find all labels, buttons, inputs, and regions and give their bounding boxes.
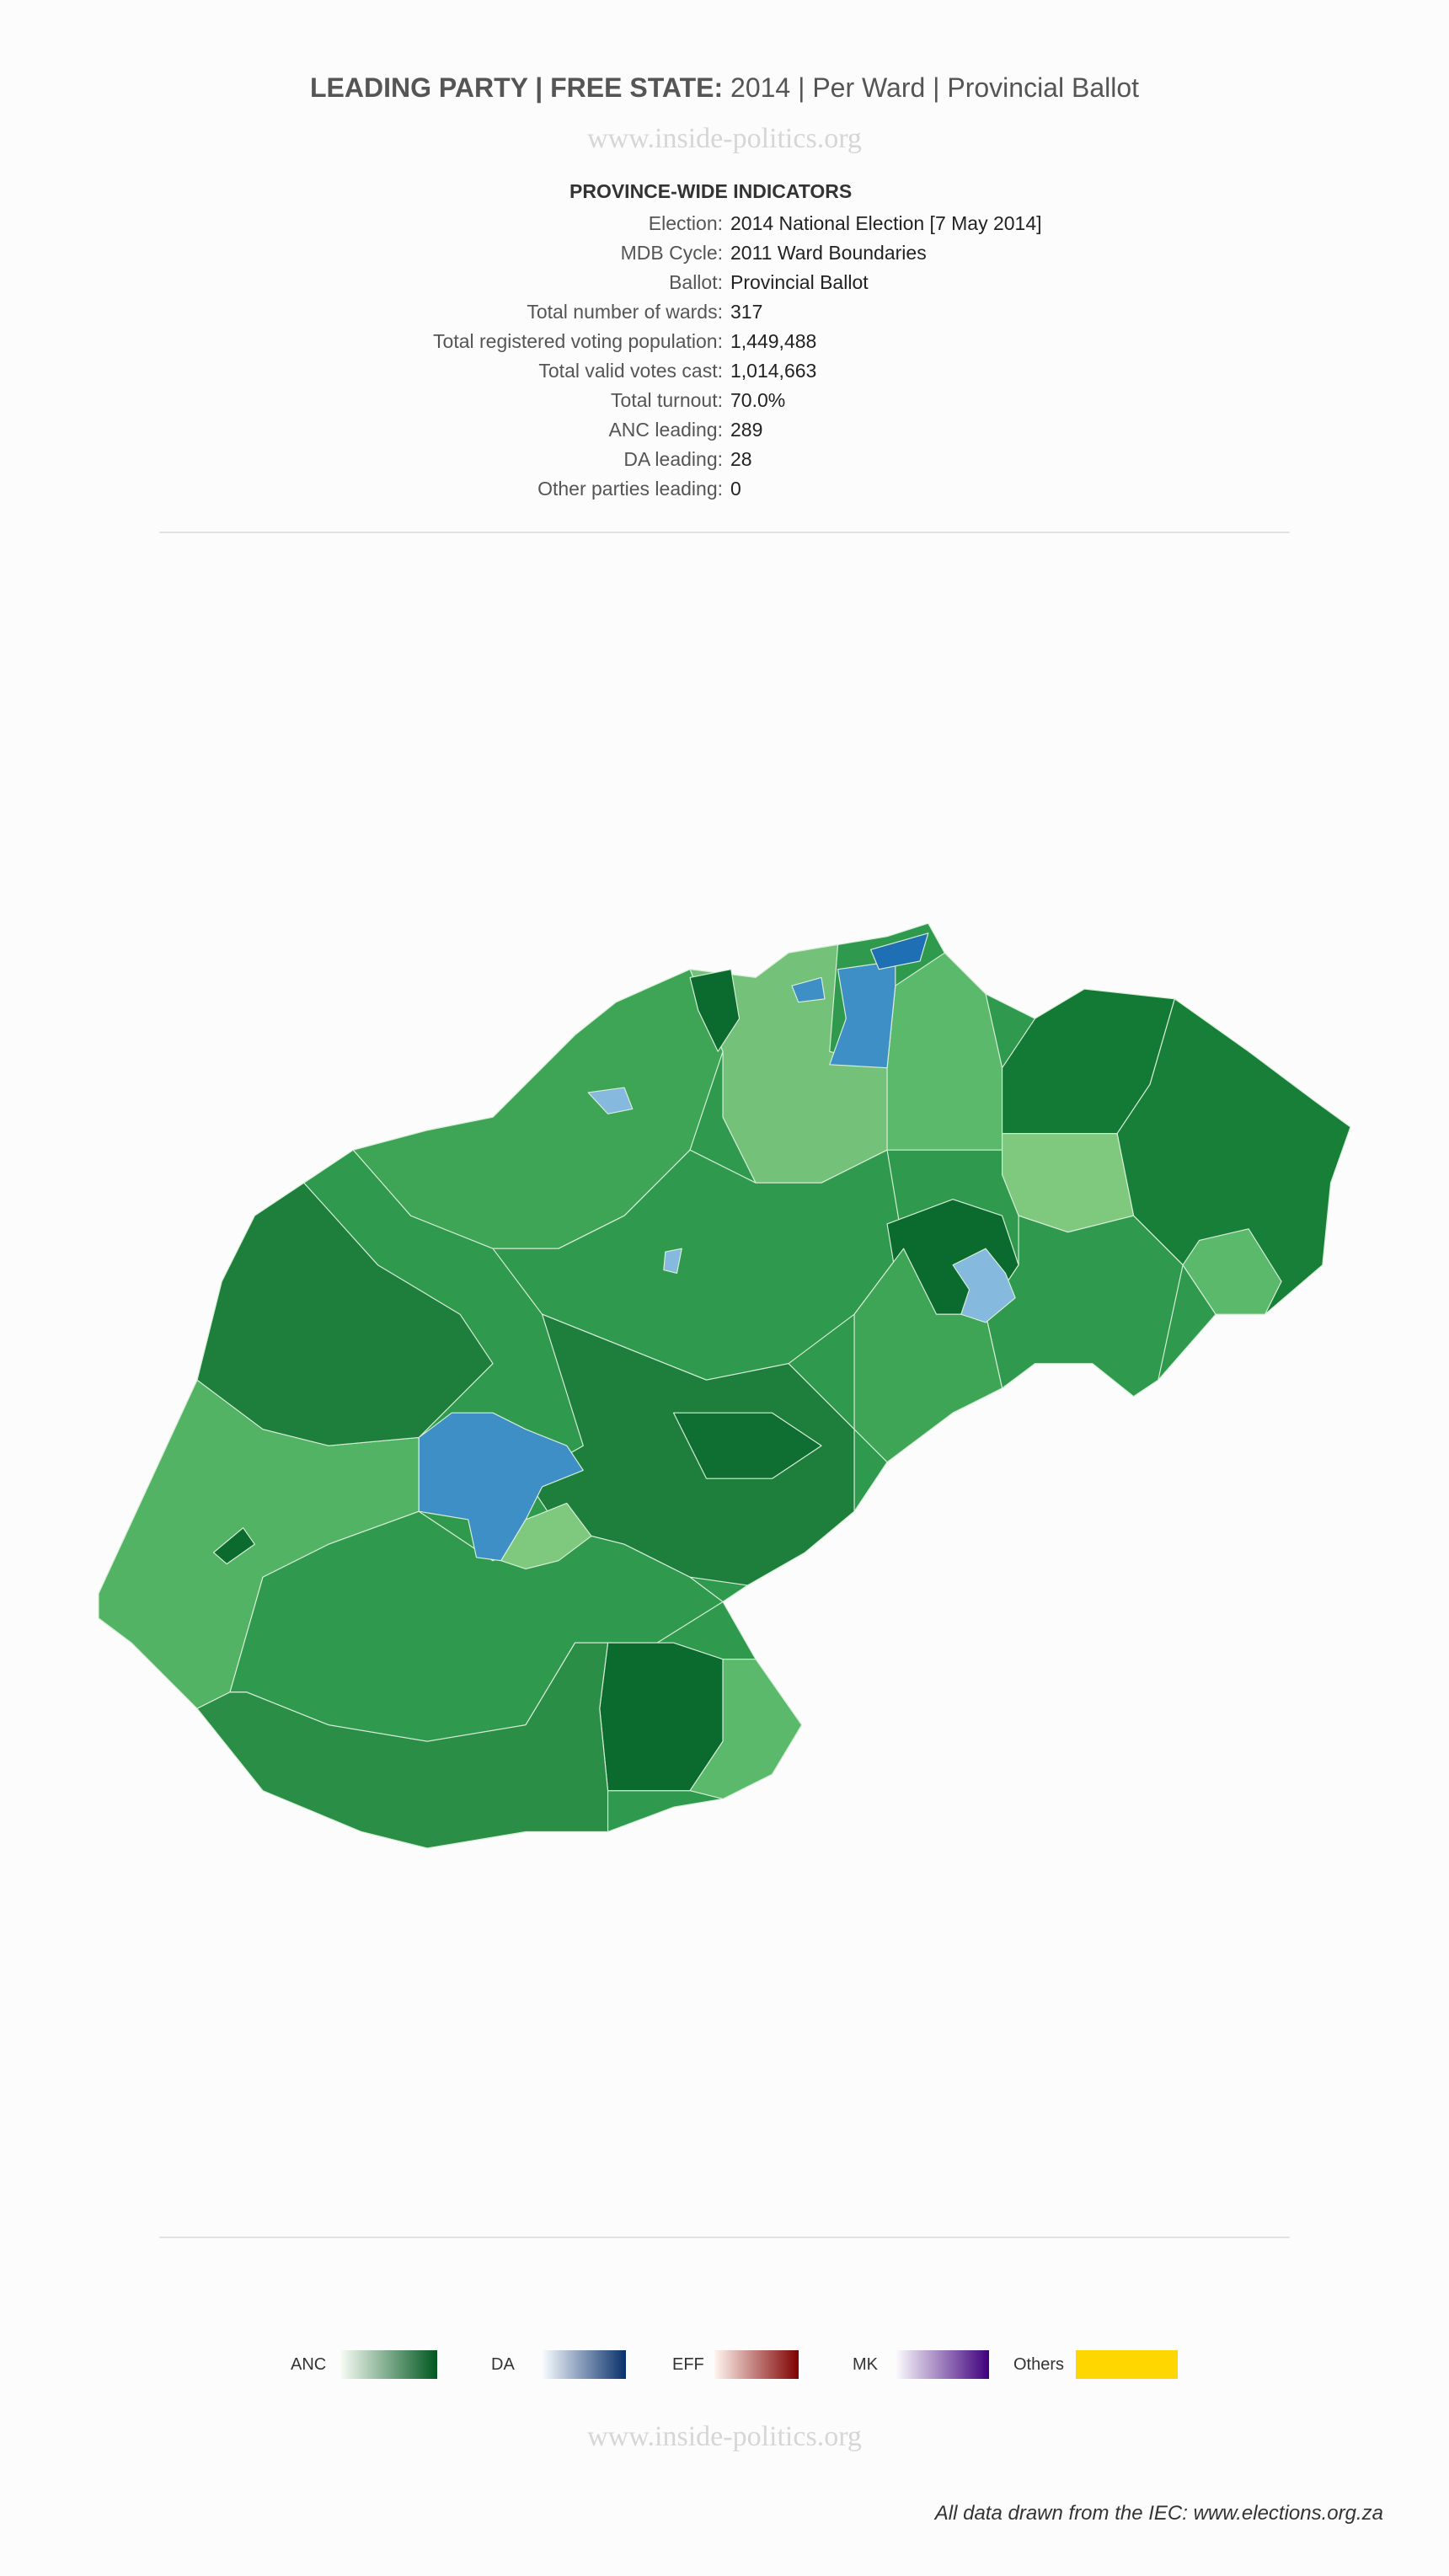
source-note: All data drawn from the IEC: www.electio… xyxy=(934,2502,1383,2525)
legend-swatch-others xyxy=(1076,2350,1178,2379)
ward-region[interactable] xyxy=(418,1412,584,1562)
legend-swatch-mk xyxy=(896,2350,989,2379)
ward-region[interactable] xyxy=(196,1182,494,1446)
indicator-label: DA leading: xyxy=(623,448,723,470)
indicator-value: 317 xyxy=(730,301,763,323)
indicator-value: 289 xyxy=(730,419,763,441)
ward-region[interactable] xyxy=(869,933,929,970)
ward-region[interactable] xyxy=(500,1502,592,1570)
ward-region[interactable] xyxy=(663,1248,682,1275)
indicator-value: 28 xyxy=(730,448,752,470)
indicator-row: DA leading: 28 xyxy=(0,445,1449,474)
indicator-value: 70.0% xyxy=(730,389,786,411)
indicator-row: Total registered voting population: 1,449… xyxy=(0,327,1449,356)
indicator-row: Total valid votes cast: 1,014,663 xyxy=(0,356,1449,386)
indicators-heading: PROVINCE-WIDE INDICATORS xyxy=(569,180,853,202)
indicator-row: Total turnout: 70.0% xyxy=(0,386,1449,415)
indicator-label: Total number of wards: xyxy=(527,301,723,323)
ward-region[interactable] xyxy=(196,1642,609,1849)
legend-label: EFF xyxy=(672,2355,704,2374)
indicators-list: Election: 2014 National Election [7 May 2… xyxy=(0,209,1449,504)
indicator-row: MDB Cycle: 2011 Ward Boundaries xyxy=(0,238,1449,268)
legend-swatch-da xyxy=(543,2350,626,2379)
indicator-row: Total number of wards: 317 xyxy=(0,297,1449,327)
indicator-label: MDB Cycle: xyxy=(620,242,723,264)
indicator-row: Election: 2014 National Election [7 May 2… xyxy=(0,209,1449,238)
indicator-label: Total valid votes cast: xyxy=(538,360,723,382)
legend-swatch-eff xyxy=(714,2350,799,2379)
divider-bottom xyxy=(159,2237,1290,2238)
legend-label: Others xyxy=(1013,2355,1065,2374)
watermark-top: www.inside-politics.org xyxy=(587,123,862,154)
indicator-label: ANC leading: xyxy=(608,419,723,441)
ward-region[interactable] xyxy=(952,1248,1016,1323)
indicator-label: Election: xyxy=(648,212,723,234)
watermark-bottom: www.inside-politics.org xyxy=(587,2421,862,2452)
indicator-value: 0 xyxy=(730,478,741,500)
divider-top xyxy=(159,532,1290,533)
ward-region[interactable] xyxy=(587,1087,634,1114)
indicator-label: Other parties leading: xyxy=(537,478,723,500)
indicator-value: 1,014,663 xyxy=(730,360,817,382)
ward-region[interactable] xyxy=(791,976,826,1003)
page-title: LEADING PARTY | FREE STATE: 2014 | Per W… xyxy=(309,72,1140,103)
indicator-value: 2014 National Election [7 May 2014] xyxy=(730,212,1042,234)
ward-region[interactable] xyxy=(689,1659,803,1800)
indicator-row: Other parties leading: 0 xyxy=(0,474,1449,504)
indicator-label: Total registered voting population: xyxy=(433,330,723,352)
indicator-row: ANC leading: 289 xyxy=(0,415,1449,445)
ward-region[interactable] xyxy=(689,969,741,1052)
indicator-label: Total turnout: xyxy=(611,389,723,411)
indicator-row: Ballot: Provincial Ballot xyxy=(0,268,1449,297)
indicator-value: 1,449,488 xyxy=(730,330,817,352)
legend-label: DA xyxy=(491,2355,515,2374)
legend-swatch-anc xyxy=(340,2350,437,2379)
ward-region[interactable] xyxy=(886,952,1003,1151)
indicator-value: Provincial Ballot xyxy=(730,271,869,293)
legend-label: ANC xyxy=(291,2355,327,2374)
indicator-value: 2011 Ward Boundaries xyxy=(730,242,927,264)
ward-region[interactable] xyxy=(1182,1228,1282,1315)
indicator-label: Ballot: xyxy=(669,271,723,293)
ward-region[interactable] xyxy=(212,1527,255,1565)
ward-region[interactable] xyxy=(672,1412,822,1479)
ward-region[interactable] xyxy=(853,1248,1003,1463)
legend-label: MK xyxy=(853,2355,878,2374)
